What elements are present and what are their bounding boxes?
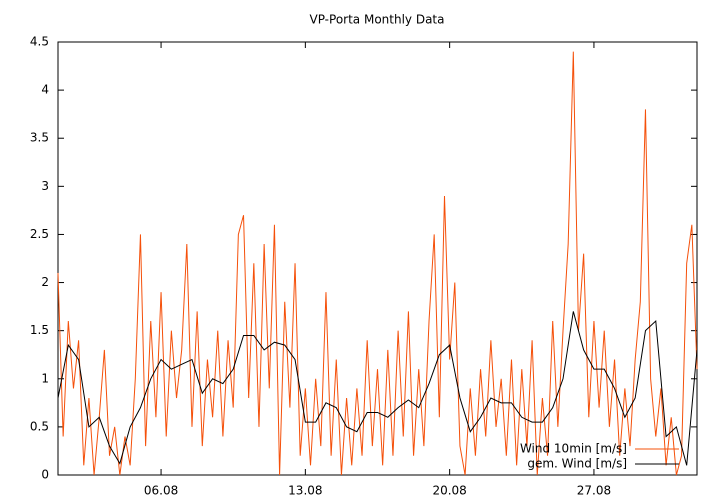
series-line xyxy=(57,51,698,476)
y-tick-label: 2.5 xyxy=(30,227,49,241)
y-tick-label: 2 xyxy=(41,275,49,289)
x-tick-label: 20.08 xyxy=(432,484,466,498)
y-tick-label: 1 xyxy=(41,371,49,385)
y-tick-label: 1.5 xyxy=(30,323,49,337)
y-tick-label: 0 xyxy=(41,468,49,482)
y-tick-label: 0.5 xyxy=(30,419,49,433)
x-tick-label: 27.08 xyxy=(577,484,611,498)
legend-label: Wind 10min [m/s] xyxy=(520,442,627,456)
y-tick-label: 3 xyxy=(41,179,49,193)
y-tick-label: 4 xyxy=(41,83,49,97)
plot-border xyxy=(57,41,698,476)
y-tick-label: 3.5 xyxy=(30,131,49,145)
series-line xyxy=(57,311,698,466)
legend-label: gem. Wind [m/s] xyxy=(527,457,627,471)
x-tick-label: 06.08 xyxy=(144,484,178,498)
x-tick-label: 13.08 xyxy=(288,484,322,498)
y-tick-label: 4.5 xyxy=(30,35,49,49)
chart-title: VP-Porta Monthly Data xyxy=(310,13,445,27)
